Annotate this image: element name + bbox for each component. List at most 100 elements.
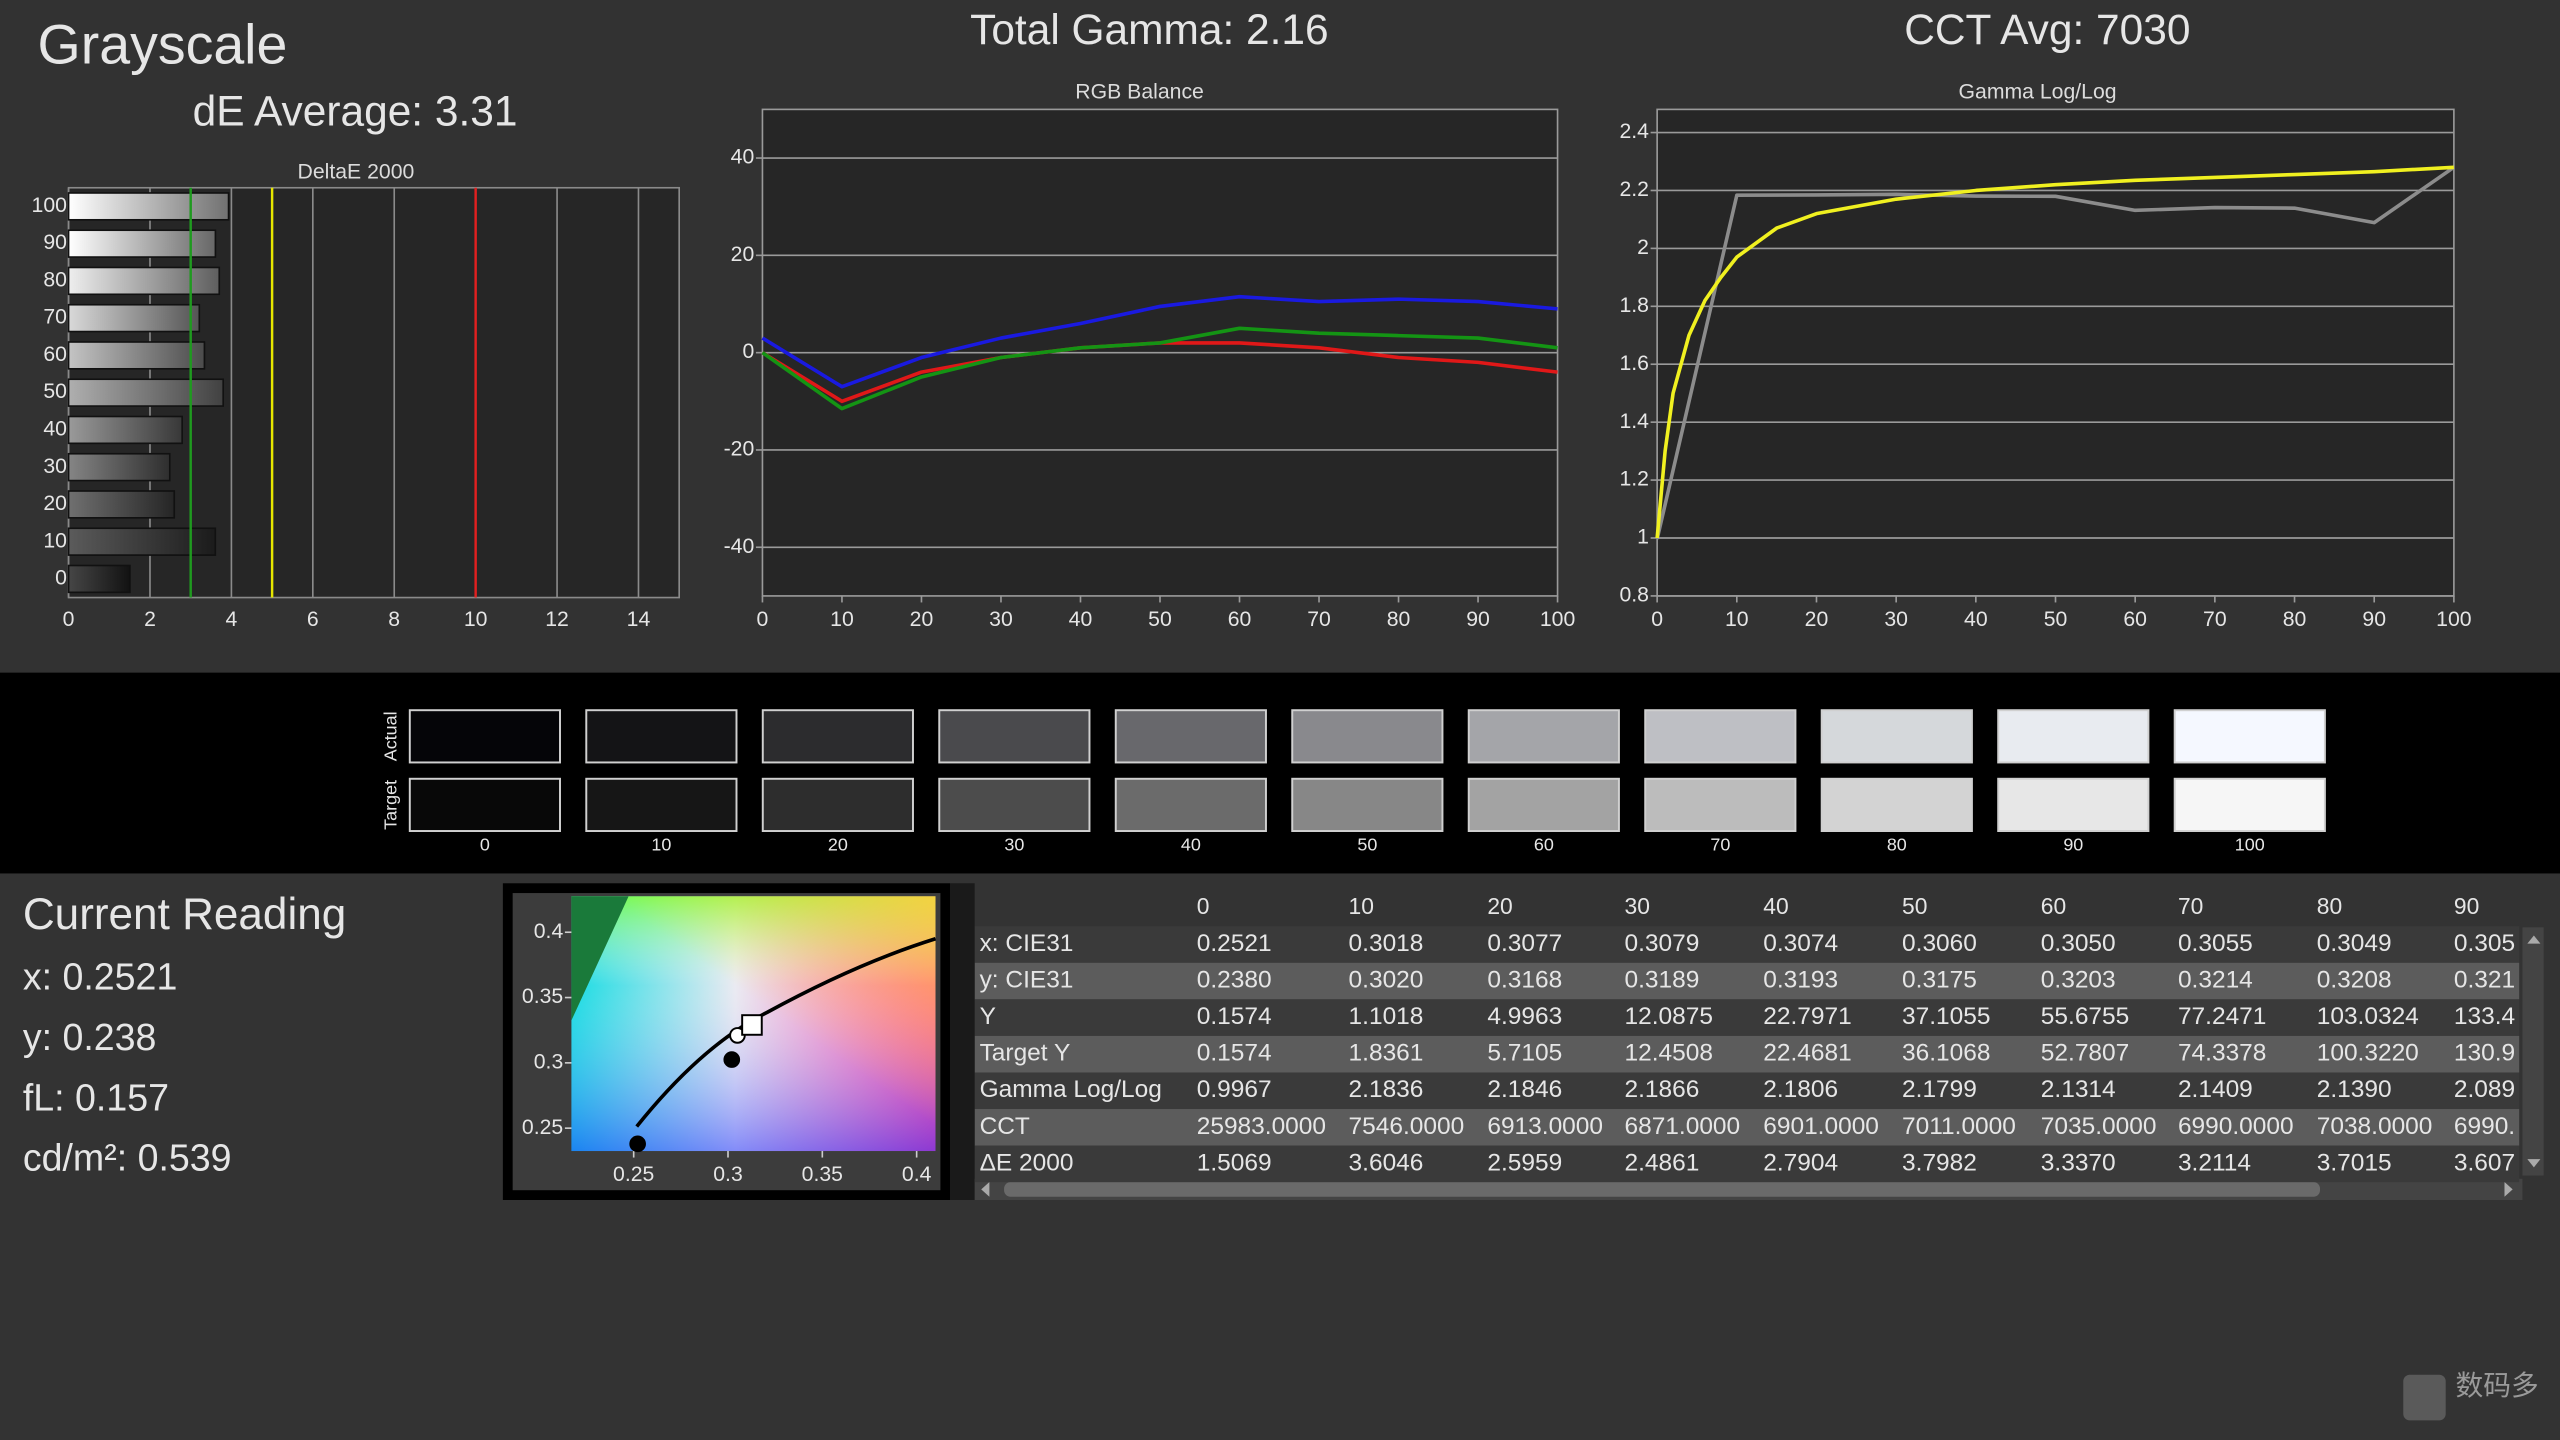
table-cell: 103.0324: [2317, 1003, 2419, 1030]
table-cell: 2.1866: [1624, 1076, 1699, 1103]
table-header: 10: [1349, 893, 1374, 919]
table-cell: 0.9967: [1197, 1076, 1272, 1103]
data-table: 0 10 20 30 40 50 60 70 80 90 x: CIE31 0.2521 0.3018 0…: [974, 893, 2520, 1183]
table-cell: 3.3370: [2041, 1149, 2116, 1176]
x-tick-label: 100: [2436, 608, 2471, 631]
table-row: [974, 1072, 2520, 1110]
x-tick-label: 20: [1805, 608, 1829, 631]
x-tick-label: 80: [1387, 608, 1411, 631]
reading-title: Current Reading: [23, 890, 346, 939]
x-tick-label: 90: [2362, 608, 2386, 631]
table-cell: 0.3018: [1349, 930, 1424, 957]
divider: [950, 883, 975, 1200]
actual-swatch: [1997, 709, 2150, 764]
y-tick-label: 60: [43, 343, 67, 366]
y-tick-label: 20: [43, 492, 67, 515]
table-cell: 37.1055: [1902, 1003, 1990, 1030]
table-cell: 2.1836: [1349, 1076, 1424, 1103]
x-tick-label: 60: [1228, 608, 1252, 631]
table-row: [974, 962, 2520, 1000]
table-header: 0: [1197, 893, 1210, 919]
table-cell: 0.3208: [2317, 967, 2392, 994]
table-cell: 1.1018: [1349, 1003, 1424, 1030]
x-tick-label: 14: [627, 608, 651, 631]
table-cell: 2.1390: [2317, 1076, 2392, 1103]
actual-swatch: [1467, 709, 1620, 764]
y-tick-label: 10: [43, 529, 67, 552]
y-tick-label: 0: [55, 567, 67, 590]
table-cell: 22.4681: [1763, 1040, 1851, 1067]
x-tick-label: 80: [2283, 608, 2307, 631]
v-scrollbar[interactable]: [2522, 927, 2544, 1176]
table-cell: 0.3060: [1902, 930, 1977, 957]
x-tick-label: 0: [1651, 608, 1663, 631]
target-swatch: [408, 777, 561, 832]
x-tick-label: 40: [1964, 608, 1988, 631]
table-cell: 6901.0000: [1763, 1113, 1879, 1140]
table-cell: 0.1574: [1197, 1003, 1272, 1030]
cct-avg: CCT Avg: 7030: [1904, 6, 2190, 53]
target-swatch: [1467, 777, 1620, 832]
y-tick-label: 1.8: [1619, 294, 1649, 317]
logo: [2403, 1374, 2446, 1421]
table-cell: 22.7971: [1763, 1003, 1851, 1030]
table-cell: 2.1806: [1763, 1076, 1838, 1103]
table-cell: 3.7982: [1902, 1149, 1977, 1176]
series-line: [761, 326, 1558, 411]
table-cell: 130.9: [2454, 1040, 2515, 1067]
x-tick-label: 100: [1540, 608, 1575, 631]
target-swatch: [1114, 777, 1267, 832]
x-tick-label: 8: [388, 608, 400, 631]
reading-line: y: 0.238: [23, 1016, 157, 1058]
table-cell: 0.2380: [1197, 967, 1272, 994]
table-cell: 0.3050: [2041, 930, 2116, 957]
de-average: dE Average: 3.31: [193, 88, 518, 135]
y-tick-label: 0.35: [522, 985, 563, 1008]
x-tick-label: 30: [1884, 608, 1908, 631]
reading-line: fL: 0.157: [23, 1076, 169, 1118]
y-tick-label: 2.4: [1619, 120, 1649, 143]
table-cell: 2.1314: [2041, 1076, 2116, 1103]
table-cell: 6990.: [2454, 1113, 2515, 1140]
chart-title: RGB Balance: [1075, 81, 1204, 104]
table-cell: 0.3055: [2178, 930, 2253, 957]
y-tick-label: 0.3: [534, 1050, 564, 1073]
target-swatch: [1644, 777, 1797, 832]
h-scroll-thumb[interactable]: [1004, 1182, 2321, 1197]
x-tick-label: 6: [307, 608, 319, 631]
bar: [67, 452, 171, 482]
x-tick-label: 10: [830, 608, 854, 631]
row-label: Target Y: [980, 1040, 1071, 1067]
swatch-label: 10: [651, 834, 671, 854]
x-tick-label: 70: [1307, 608, 1331, 631]
x-tick-label: 50: [2044, 608, 2068, 631]
actual-swatch: [761, 709, 914, 764]
bar: [67, 527, 217, 556]
table-row: [974, 926, 2520, 963]
cie-outside: [571, 896, 629, 1021]
x-tick-label: 10: [464, 608, 488, 631]
y-tick-label: 2.2: [1619, 178, 1649, 201]
point: [629, 1135, 646, 1153]
table-cell: 0.3175: [1902, 967, 1977, 994]
table-cell: 3.2114: [2178, 1149, 2251, 1176]
target-swatch: [1997, 777, 2150, 832]
row-label: CCT: [980, 1113, 1030, 1140]
table-cell: 3.7015: [2317, 1149, 2392, 1176]
table-row: [974, 999, 2520, 1036]
bar: [67, 341, 206, 370]
bar: [67, 229, 217, 258]
y-tick-label: 20: [731, 243, 755, 266]
table-cell: 0.321: [2454, 967, 2515, 994]
swatch-label: 80: [1887, 834, 1907, 854]
swatch-label: 100: [2235, 834, 2265, 854]
chart-title: Gamma Log/Log: [1959, 81, 2117, 104]
page-title: Grayscale: [38, 14, 288, 76]
x-tick-label: 12: [545, 608, 569, 631]
swatch-band: [0, 672, 2560, 874]
table-cell: 7035.0000: [2041, 1113, 2157, 1140]
table-cell: 6871.0000: [1624, 1113, 1740, 1140]
x-tick-label: 30: [989, 608, 1013, 631]
y-tick-label: 80: [43, 268, 67, 291]
